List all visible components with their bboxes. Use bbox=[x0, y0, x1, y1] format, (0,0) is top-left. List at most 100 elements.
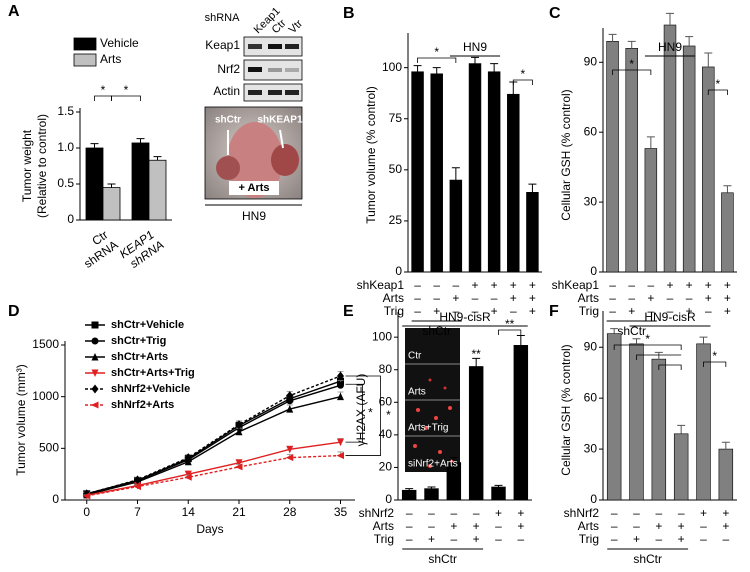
condition-sign: + bbox=[705, 278, 712, 292]
x-tick-label: 7 bbox=[134, 505, 141, 519]
condition-sign: – bbox=[406, 506, 413, 520]
header: HN9-cisR bbox=[644, 310, 696, 324]
significance-label: * bbox=[368, 405, 373, 419]
condition-label: shKeap1 bbox=[357, 278, 405, 292]
marker bbox=[285, 454, 294, 462]
inset-label: siNrf2+Arts bbox=[408, 459, 458, 470]
condition-sign: – bbox=[495, 532, 502, 546]
bar bbox=[449, 179, 463, 273]
condition-label: Arts bbox=[578, 519, 599, 533]
condition-sign: – bbox=[628, 278, 635, 292]
panel-label: B bbox=[343, 5, 355, 22]
y-tick-label: 0 bbox=[385, 492, 392, 506]
condition-sign: + bbox=[700, 506, 707, 520]
significance-bracket bbox=[345, 383, 363, 443]
y-tick-label: 90 bbox=[584, 339, 598, 353]
condition-sign: – bbox=[705, 304, 712, 318]
condition-sign: – bbox=[453, 304, 460, 318]
blot-row-label: Keap1 bbox=[205, 38, 240, 52]
condition-sign: – bbox=[628, 291, 635, 305]
marker bbox=[286, 405, 294, 413]
group-label: shCtr bbox=[617, 324, 646, 338]
condition-sign: + bbox=[510, 278, 517, 292]
condition-sign: – bbox=[491, 291, 498, 305]
marker bbox=[91, 369, 99, 377]
error-bar bbox=[723, 185, 732, 193]
bar bbox=[148, 159, 167, 221]
marker bbox=[184, 473, 192, 481]
significance-label: * bbox=[434, 45, 439, 59]
error-bar bbox=[107, 183, 116, 188]
condition-sign: + bbox=[633, 532, 640, 546]
tumor-photo bbox=[204, 106, 303, 206]
photo-caption: + Arts bbox=[238, 182, 269, 194]
condition-sign: + bbox=[428, 532, 435, 546]
legend-label: shCtr+Trig bbox=[111, 335, 166, 347]
y-tick-label: 100 bbox=[372, 329, 392, 343]
error-bar bbox=[413, 65, 422, 72]
error-bar bbox=[610, 328, 619, 334]
line bbox=[86, 441, 341, 497]
y-axis-label: Cellular GSH (% control) bbox=[559, 89, 573, 220]
condition-sign: – bbox=[611, 519, 618, 533]
condition-sign: – bbox=[414, 291, 421, 305]
condition-sign: – bbox=[667, 304, 674, 318]
y-tick-label: 30 bbox=[584, 194, 598, 208]
condition-sign: – bbox=[433, 278, 440, 292]
error-bar bbox=[490, 63, 499, 72]
marker bbox=[184, 470, 192, 479]
x-tick-label: 35 bbox=[334, 505, 348, 519]
error-bar bbox=[632, 338, 641, 344]
blot-row-label: Actin bbox=[213, 84, 240, 98]
legend-label: shNrf2+Arts bbox=[111, 399, 174, 411]
bar bbox=[401, 489, 417, 501]
error-bar bbox=[451, 167, 460, 181]
panel-label: E bbox=[343, 303, 354, 320]
condition-label: Arts bbox=[578, 291, 599, 305]
condition-sign: – bbox=[510, 304, 517, 318]
condition-sign: – bbox=[655, 532, 662, 546]
bar bbox=[526, 192, 539, 273]
condition-label: Trig bbox=[374, 532, 394, 546]
inset-label: Arts bbox=[408, 387, 426, 398]
legend-label: shNrf2+Vehicle bbox=[111, 383, 190, 395]
condition-sign: – bbox=[655, 506, 662, 520]
condition-sign: + bbox=[722, 519, 729, 533]
condition-sign: – bbox=[686, 291, 693, 305]
significance-bracket bbox=[658, 364, 682, 370]
error-bar bbox=[405, 488, 414, 491]
bar bbox=[718, 448, 734, 501]
bar bbox=[513, 345, 529, 501]
condition-sign: + bbox=[433, 304, 440, 318]
inset-label: Arts+Trig bbox=[408, 423, 448, 434]
bar bbox=[411, 71, 424, 273]
marker bbox=[235, 459, 243, 467]
bar bbox=[487, 71, 501, 273]
y-axis-label: γH2AX (AFU) bbox=[354, 374, 368, 447]
y-tick-label: 20 bbox=[379, 460, 393, 474]
condition-label: Arts bbox=[373, 519, 394, 533]
condition-sign: + bbox=[678, 519, 685, 533]
legend-label: shCtr+Arts bbox=[111, 351, 168, 363]
condition-sign: + bbox=[655, 519, 662, 533]
error-bar bbox=[528, 183, 537, 193]
panel-label: C bbox=[549, 5, 561, 22]
significance-bracket bbox=[345, 375, 381, 456]
error-bar bbox=[685, 36, 694, 46]
significance-label: * bbox=[712, 349, 717, 363]
condition-sign: + bbox=[666, 278, 673, 292]
condition-sign: – bbox=[609, 278, 616, 292]
group-label: shCtr bbox=[428, 552, 457, 566]
significance-bracket bbox=[498, 329, 522, 335]
y-tick-label: 1500 bbox=[32, 337, 59, 351]
header: HN9-cisR bbox=[439, 310, 491, 324]
x-tick-label: 0 bbox=[83, 505, 90, 519]
y-tick-label: 50 bbox=[389, 162, 403, 176]
condition-sign: + bbox=[495, 506, 502, 520]
line bbox=[86, 454, 341, 497]
significance-label: * bbox=[645, 332, 650, 346]
condition-sign: – bbox=[450, 532, 457, 546]
legend-swatch bbox=[73, 53, 97, 67]
condition-sign: – bbox=[700, 532, 707, 546]
condition-sign: + bbox=[450, 519, 457, 533]
